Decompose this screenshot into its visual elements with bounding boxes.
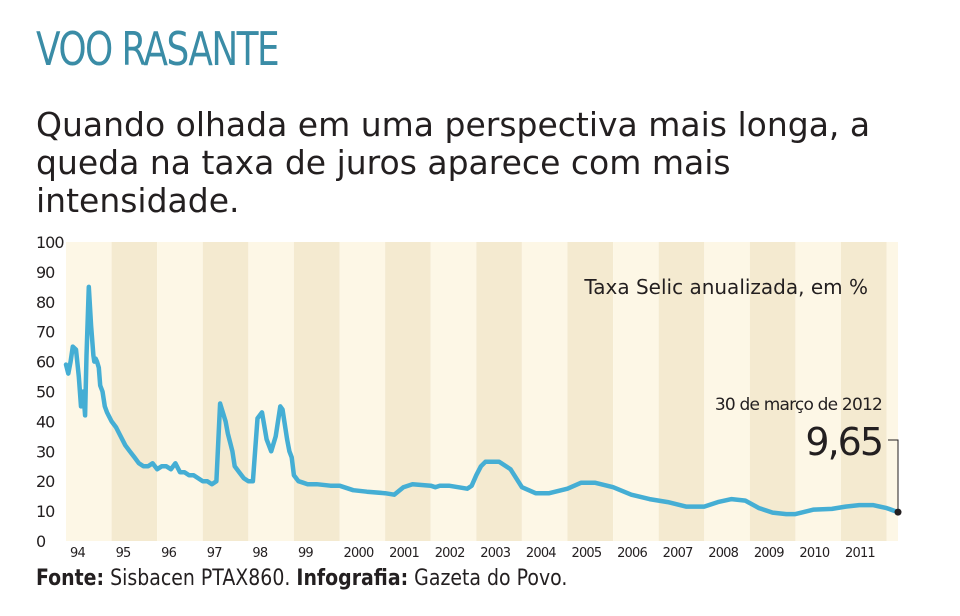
x-tick-label: 2003	[480, 546, 510, 561]
year-band	[293, 242, 340, 541]
x-tick-label: 95	[116, 546, 131, 561]
chart-subtitle: Quando olhada em uma perspectiva mais lo…	[36, 105, 871, 220]
year-band	[795, 242, 842, 541]
y-tick-label: 60	[36, 353, 55, 372]
infographic-label: Infografia:	[296, 566, 409, 591]
x-tick-label: 2005	[571, 546, 601, 561]
y-tick-label: 30	[36, 442, 55, 461]
year-band	[430, 242, 477, 541]
selic-line-chart: 0 10 20 30 40 50 60 70 80 90 100 94 95 96 97 98 99 2000 2…	[36, 233, 902, 561]
x-tick-label: 2001	[389, 546, 419, 561]
year-band	[521, 242, 568, 541]
y-tick-label: 90	[36, 263, 55, 282]
x-tick-label: 94	[70, 546, 85, 561]
year-band	[202, 242, 249, 541]
year-bands	[66, 242, 898, 541]
x-tick-label: 98	[252, 546, 267, 561]
x-tick-label: 2011	[845, 546, 875, 561]
x-tick-label: 2000	[344, 546, 374, 561]
year-band	[749, 242, 796, 541]
x-tick-label: 99	[298, 546, 313, 561]
annotation-end-point	[894, 508, 902, 516]
y-tick-label: 50	[36, 383, 55, 402]
x-tick-label: 2007	[663, 546, 693, 561]
x-tick-label: 96	[161, 546, 176, 561]
x-tick-label: 2004	[526, 546, 556, 561]
infographic-value: Gazeta do Povo.	[414, 566, 568, 591]
year-band	[385, 242, 431, 541]
x-tick-label: 2010	[799, 546, 829, 561]
chart-series-title: Taxa Selic anualizada, em %	[583, 275, 868, 299]
y-tick-label: 70	[36, 323, 55, 342]
year-band	[111, 242, 158, 541]
y-tick-label: 20	[36, 472, 55, 491]
year-band	[658, 242, 705, 541]
year-band	[476, 242, 522, 541]
annotation-date-label: 30 de março de 2012	[715, 395, 882, 415]
source-value: Sisbacen PTAX860.	[110, 566, 291, 591]
y-axis-ticks: 0 10 20 30 40 50 60 70 80 90 100	[36, 233, 65, 551]
annotation-leader-line	[888, 439, 899, 513]
chart-source-line: Fonte: Sisbacen PTAX860. Infografia: Gaz…	[36, 566, 567, 591]
annotation-value-label: 9,65	[805, 420, 882, 464]
year-band	[704, 242, 750, 541]
x-tick-label: 2002	[435, 546, 465, 561]
year-band	[339, 242, 386, 541]
chart-kicker-title: VOO RASANTE	[36, 22, 280, 76]
series-line-selic	[63, 284, 901, 517]
year-band	[248, 242, 294, 541]
year-band	[567, 242, 614, 541]
x-tick-label: 2008	[708, 546, 738, 561]
y-tick-label: 0	[36, 532, 46, 551]
y-tick-label: 40	[36, 412, 55, 431]
year-band	[841, 242, 887, 541]
year-band	[157, 242, 203, 541]
y-tick-label: 10	[36, 502, 55, 521]
x-axis-ticks: 94 95 96 97 98 99 2000 2001 2002 2003 2004 2005 2006…	[70, 546, 876, 561]
year-band	[886, 242, 898, 541]
x-tick-label: 2006	[617, 546, 647, 561]
y-tick-label: 80	[36, 293, 55, 312]
x-tick-label: 2009	[754, 546, 784, 561]
y-tick-label: 100	[36, 233, 64, 252]
source-label: Fonte:	[36, 566, 105, 591]
x-tick-label: 97	[207, 546, 222, 561]
